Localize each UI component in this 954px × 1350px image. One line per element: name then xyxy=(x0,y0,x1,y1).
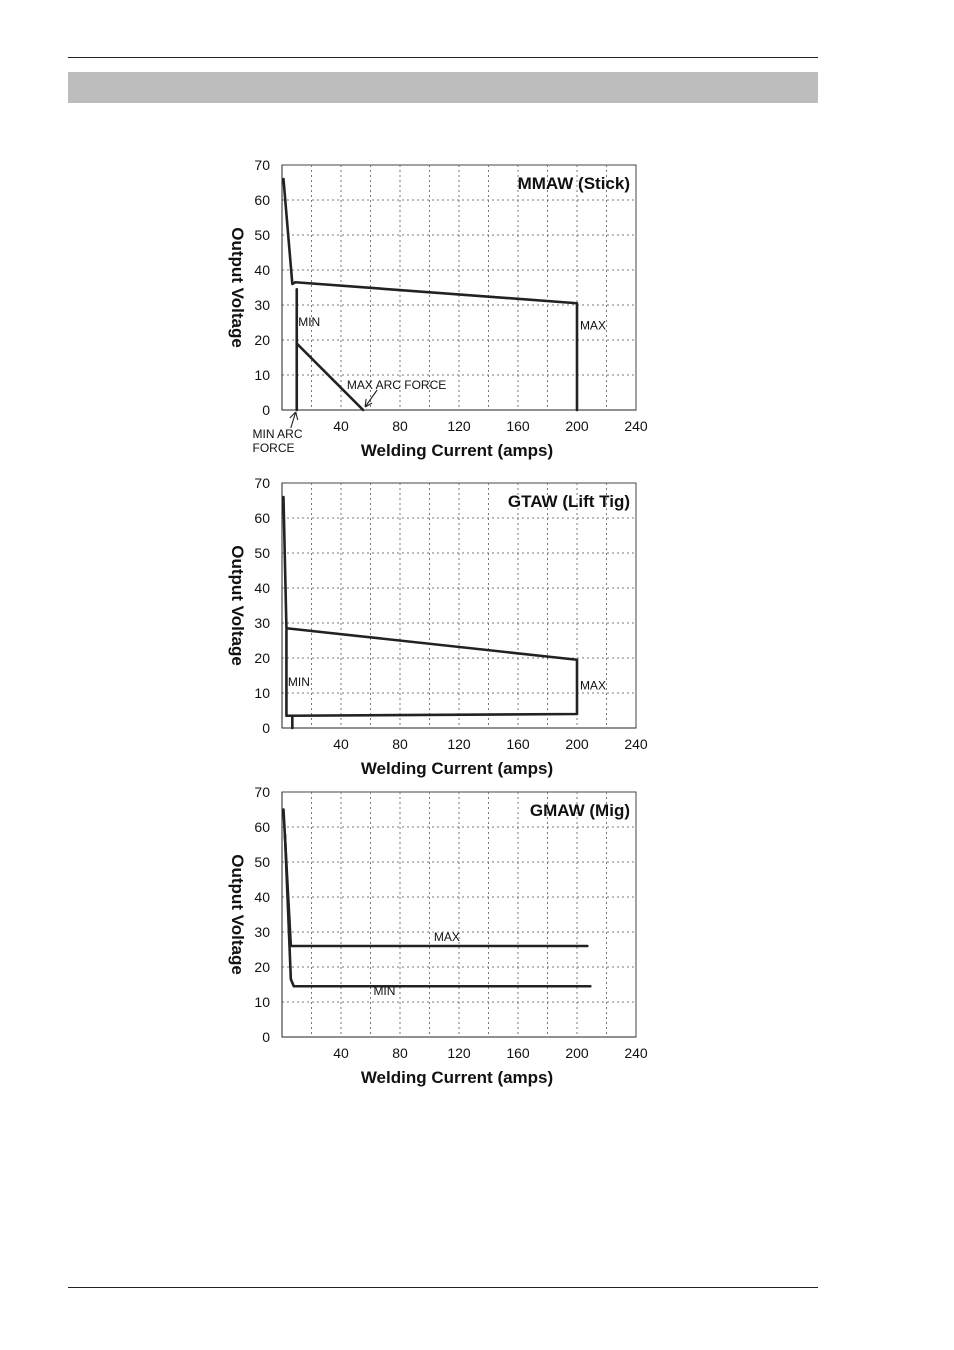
annotation-label: FORCE xyxy=(253,441,295,455)
chart-svg: 0 10 20 30 40 50 60 70 40 80 120 160 200 240 Welding C… xyxy=(228,157,648,460)
y-axis-title: Output Voltage xyxy=(228,227,247,348)
x-tick-label: 200 xyxy=(565,418,589,434)
x-tick-label: 80 xyxy=(392,418,408,434)
x-tick-label: 40 xyxy=(333,736,349,752)
x-tick-label: 80 xyxy=(392,1045,408,1061)
series-line xyxy=(295,342,365,412)
x-axis-title: Welding Current (amps) xyxy=(361,1068,553,1087)
y-tick-label: 70 xyxy=(254,784,270,800)
y-tick-label: 50 xyxy=(254,227,270,243)
y-tick-label: 50 xyxy=(254,545,270,561)
x-tick-label: 240 xyxy=(624,1045,648,1061)
chart-title: GMAW (Mig) xyxy=(530,801,630,820)
x-axis-title: Welding Current (amps) xyxy=(361,759,553,778)
y-tick-label: 30 xyxy=(254,297,270,313)
y-axis-title: Output Voltage xyxy=(228,545,247,666)
y-tick-label: 40 xyxy=(254,889,270,905)
y-tick-label: 60 xyxy=(254,192,270,208)
y-tick-label: 20 xyxy=(254,650,270,666)
x-tick-label: 80 xyxy=(392,736,408,752)
annotation-label: MIN xyxy=(288,675,310,689)
annotation-label: MAX xyxy=(580,679,606,693)
series-line-max xyxy=(282,177,579,412)
y-tick-label: 20 xyxy=(254,332,270,348)
chart-svg: 0 10 20 30 40 50 60 70 40 80 120 160 200 240 Welding C… xyxy=(228,784,648,1087)
y-tick-label: 60 xyxy=(254,819,270,835)
x-tick-label: 200 xyxy=(565,1045,589,1061)
chart-gmaw: 0 10 20 30 40 50 60 70 40 80 120 160 200 240 Welding C… xyxy=(210,777,680,1092)
y-tick-label: 70 xyxy=(254,157,270,173)
y-tick-label: 50 xyxy=(254,854,270,870)
x-tick-label: 120 xyxy=(447,736,471,752)
y-tick-label: 0 xyxy=(262,720,270,736)
x-tick-label: 40 xyxy=(333,1045,349,1061)
x-tick-label: 240 xyxy=(624,736,648,752)
chart-mmaw: 0 10 20 30 40 50 60 70 40 80 120 160 200 240 Welding C… xyxy=(210,150,680,465)
header-band xyxy=(68,72,818,103)
y-tick-label: 0 xyxy=(262,402,270,418)
y-tick-label: 40 xyxy=(254,580,270,596)
x-tick-label: 200 xyxy=(565,736,589,752)
annotation-label: MAX ARC FORCE xyxy=(347,378,446,392)
footer-rule xyxy=(68,1287,818,1288)
x-tick-label: 40 xyxy=(333,418,349,434)
y-axis-title: Output Voltage xyxy=(228,854,247,975)
annotation-label: MIN ARC xyxy=(253,427,303,441)
series-line-max xyxy=(282,495,579,718)
y-tick-label: 70 xyxy=(254,475,270,491)
min-arc-force-arrow xyxy=(289,411,299,429)
x-axis-title: Welding Current (amps) xyxy=(361,441,553,460)
annotation-label: MIN xyxy=(373,984,395,998)
y-tick-label: 0 xyxy=(262,1029,270,1045)
max-arc-force-arrow xyxy=(364,389,378,408)
y-tick-label: 10 xyxy=(254,685,270,701)
x-tick-label: 120 xyxy=(447,418,471,434)
y-tick-label: 20 xyxy=(254,959,270,975)
chart-svg: 0 10 20 30 40 50 60 70 40 80 120 160 200 240 Welding C… xyxy=(228,475,648,778)
x-tick-label: 120 xyxy=(447,1045,471,1061)
chart-title: GTAW (Lift Tig) xyxy=(508,492,630,511)
y-tick-label: 30 xyxy=(254,615,270,631)
series-line-min xyxy=(283,832,592,988)
header-rule xyxy=(68,57,818,58)
x-tick-label: 160 xyxy=(506,418,530,434)
x-tick-label: 160 xyxy=(506,1045,530,1061)
y-tick-label: 40 xyxy=(254,262,270,278)
y-tick-label: 30 xyxy=(254,924,270,940)
y-tick-label: 10 xyxy=(254,367,270,383)
annotation-label: MAX xyxy=(580,319,606,333)
y-tick-label: 10 xyxy=(254,994,270,1010)
y-tick-label: 60 xyxy=(254,510,270,526)
x-tick-label: 160 xyxy=(506,736,530,752)
annotation-label: MIN xyxy=(298,315,320,329)
chart-gtaw: 0 10 20 30 40 50 60 70 40 80 120 160 200 240 Welding C… xyxy=(210,468,680,783)
x-tick-label: 240 xyxy=(624,418,648,434)
annotation-label: MAX xyxy=(434,930,460,944)
chart-title: MMAW (Stick) xyxy=(518,174,630,193)
